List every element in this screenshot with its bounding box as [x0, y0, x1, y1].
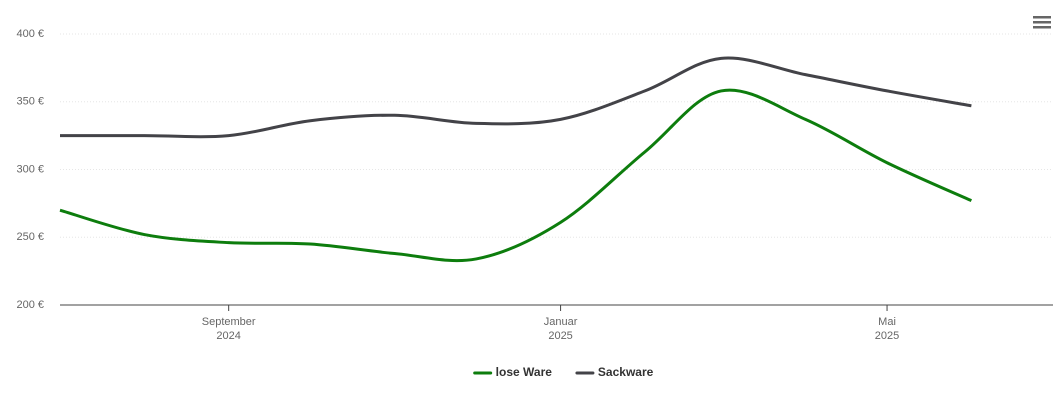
x-tick-label: Januar 2025	[544, 316, 578, 342]
legend-label: Sackware	[598, 365, 654, 379]
y-tick-label: 300 €	[16, 163, 44, 175]
series-line	[59, 88, 972, 263]
x-tick-label: Mai 2025	[875, 316, 899, 342]
menu-bar	[1033, 26, 1051, 29]
menu-icon[interactable]	[1033, 16, 1051, 29]
legend: lose Ware Sackware	[473, 365, 654, 379]
menu-bar	[1033, 21, 1051, 24]
legend-item[interactable]: lose Ware	[473, 365, 553, 379]
x-tick-label: September 2024	[202, 316, 256, 342]
series-line	[60, 56, 972, 139]
legend-label: lose Ware	[496, 365, 553, 379]
y-tick-label: 200 €	[16, 299, 44, 311]
y-tick-label: 250 €	[16, 231, 44, 243]
legend-item[interactable]: Sackware	[575, 365, 654, 379]
menu-bar	[1033, 16, 1051, 19]
y-tick-label: 400 €	[16, 28, 44, 40]
y-tick-label: 350 €	[16, 96, 44, 108]
